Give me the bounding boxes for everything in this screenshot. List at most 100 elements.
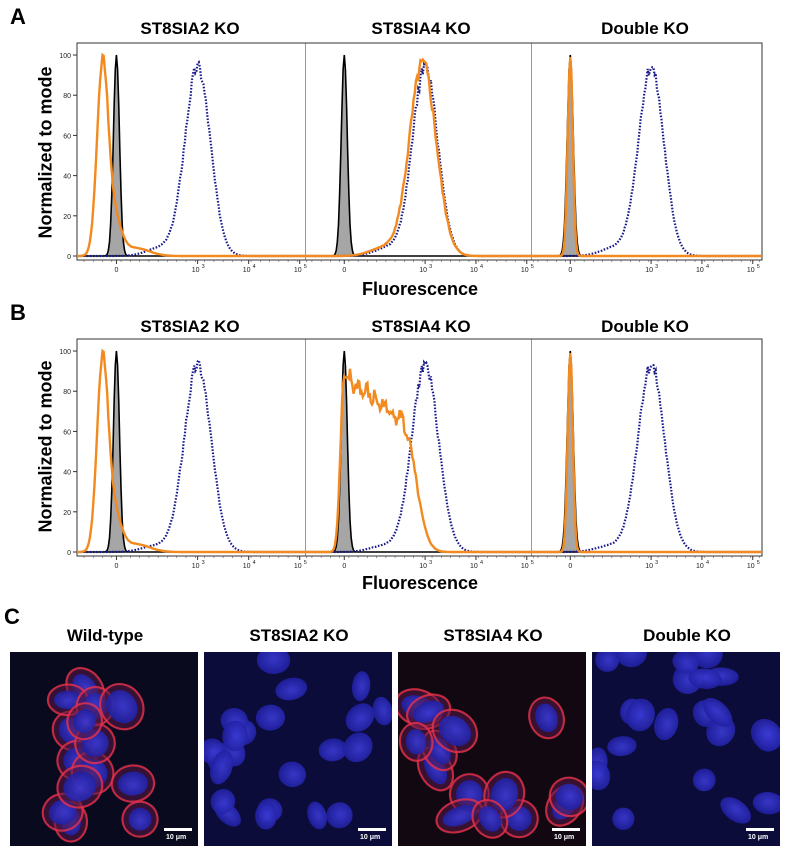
x-tick-label: 10 [696,563,704,570]
x-tick-exponent: 5 [304,264,307,270]
scale-bar [164,828,192,831]
x-tick-exponent: 3 [202,264,205,270]
y-tick-label: 80 [63,93,71,100]
x-tick-exponent: 4 [706,264,709,270]
cell-nucleus [615,652,647,668]
knockout-histogram [77,52,309,258]
x-tick-label: 10 [521,563,529,570]
y-tick-label: 20 [63,510,71,517]
cell-nucleus [128,807,152,831]
cell-nucleus [372,696,392,726]
x-tick-exponent: 5 [757,264,760,270]
x-tick-label: 10 [747,563,755,570]
y-tick-label: 0 [67,550,71,557]
x-tick-label: 10 [470,563,478,570]
cell-nucleus [351,671,371,702]
knockout-histogram [77,348,309,554]
panel-a-title-3: Double KO [601,19,689,38]
x-tick-exponent: 3 [429,560,432,566]
x-tick-label: 10 [747,267,755,274]
cell-nucleus [654,707,679,741]
cells-st8sia4 [398,688,586,839]
micrograph-st8sia2: 10 μm [204,652,392,846]
cell-nucleus [209,750,234,785]
panel-b-title-3: Double KO [601,317,689,336]
x-tick-exponent: 4 [253,264,256,270]
histogram-a-2: 0 10 3 10 4 10 5 [305,42,537,274]
panel-b-letter: B [10,300,26,325]
cell-nucleus [672,652,699,674]
x-tick-label: 10 [243,563,251,570]
cell-nucleus [752,792,780,815]
cell-nucleus [592,760,611,791]
panel-b-ylabel: Normalized to mode [35,360,56,533]
cells-double [592,652,780,830]
x-tick-exponent: 3 [202,560,205,566]
panel-c-letter: C [4,604,20,629]
cell-nucleus [438,715,472,747]
cell-nucleus [442,805,477,827]
cell-nucleus [256,652,291,675]
cell-nucleus [318,738,348,762]
x-tick-exponent: 5 [531,560,534,566]
scale-label: 10 μm [554,834,575,841]
image-title-st8sia2: ST8SIA2 KO [249,626,349,645]
knockout-histogram [531,57,762,258]
scale-bar [746,828,774,831]
cell-nucleus [73,709,96,734]
y-tick-label: 60 [63,429,71,436]
cell-membrane [528,696,565,740]
scale-label: 10 μm [166,834,187,841]
cell-nucleus [595,652,620,672]
x-tick-label: 0 [568,563,572,570]
x-tick-label: 10 [521,267,529,274]
cell-nucleus [345,703,375,732]
micrograph-double: 10 μm [592,652,780,846]
cell-nucleus [555,783,584,811]
cell-nucleus [607,736,637,757]
cell-nucleus [63,771,97,802]
histogram-a-3: 0 10 3 10 4 10 5 [531,42,763,274]
scale-bar [358,828,386,831]
y-tick-label: 100 [59,349,71,356]
x-tick-exponent: 4 [253,560,256,566]
cell-nucleus [106,690,138,724]
cell-nucleus [255,704,286,731]
x-tick-label: 0 [568,267,572,274]
x-tick-label: 0 [114,267,118,274]
x-tick-label: 0 [342,267,346,274]
panel-a-letter: A [10,4,26,29]
cell-nucleus [222,720,248,752]
panel-b-xlabel: Fluorescence [361,573,479,593]
y-tick-label: 20 [63,214,71,221]
x-tick-label: 10 [243,267,251,274]
cell-nucleus [343,732,373,763]
x-tick-exponent: 3 [655,560,658,566]
x-tick-label: 10 [645,563,653,570]
y-tick-label: 40 [63,470,71,477]
wild-type-histogram [77,60,309,258]
knockout-histogram [531,353,762,554]
y-tick-label: 80 [63,389,71,396]
cell-nucleus [278,761,306,788]
histogram-b-2: 0 10 3 10 4 10 5 [305,338,537,570]
x-tick-exponent: 4 [480,264,483,270]
cell-nucleus [720,797,751,824]
x-tick-label: 10 [696,267,704,274]
panel-a-title-1: ST8SIA2 KO [140,19,240,38]
wild-type-histogram [531,66,762,258]
cell-nucleus [750,718,780,751]
cell-nucleus [692,768,716,792]
panel-b-title-1: ST8SIA2 KO [140,317,240,336]
scale-label: 10 μm [748,834,769,841]
x-tick-exponent: 3 [655,264,658,270]
cell-nucleus [625,698,655,732]
cell-nucleus [688,668,722,689]
panel-b-title-2: ST8SIA4 KO [371,317,471,336]
image-title-wild-type: Wild-type [66,626,144,645]
cell-nucleus [326,802,353,829]
cell-nucleus [405,729,427,755]
cell-nucleus [478,806,502,832]
knockout-histogram [305,57,536,258]
